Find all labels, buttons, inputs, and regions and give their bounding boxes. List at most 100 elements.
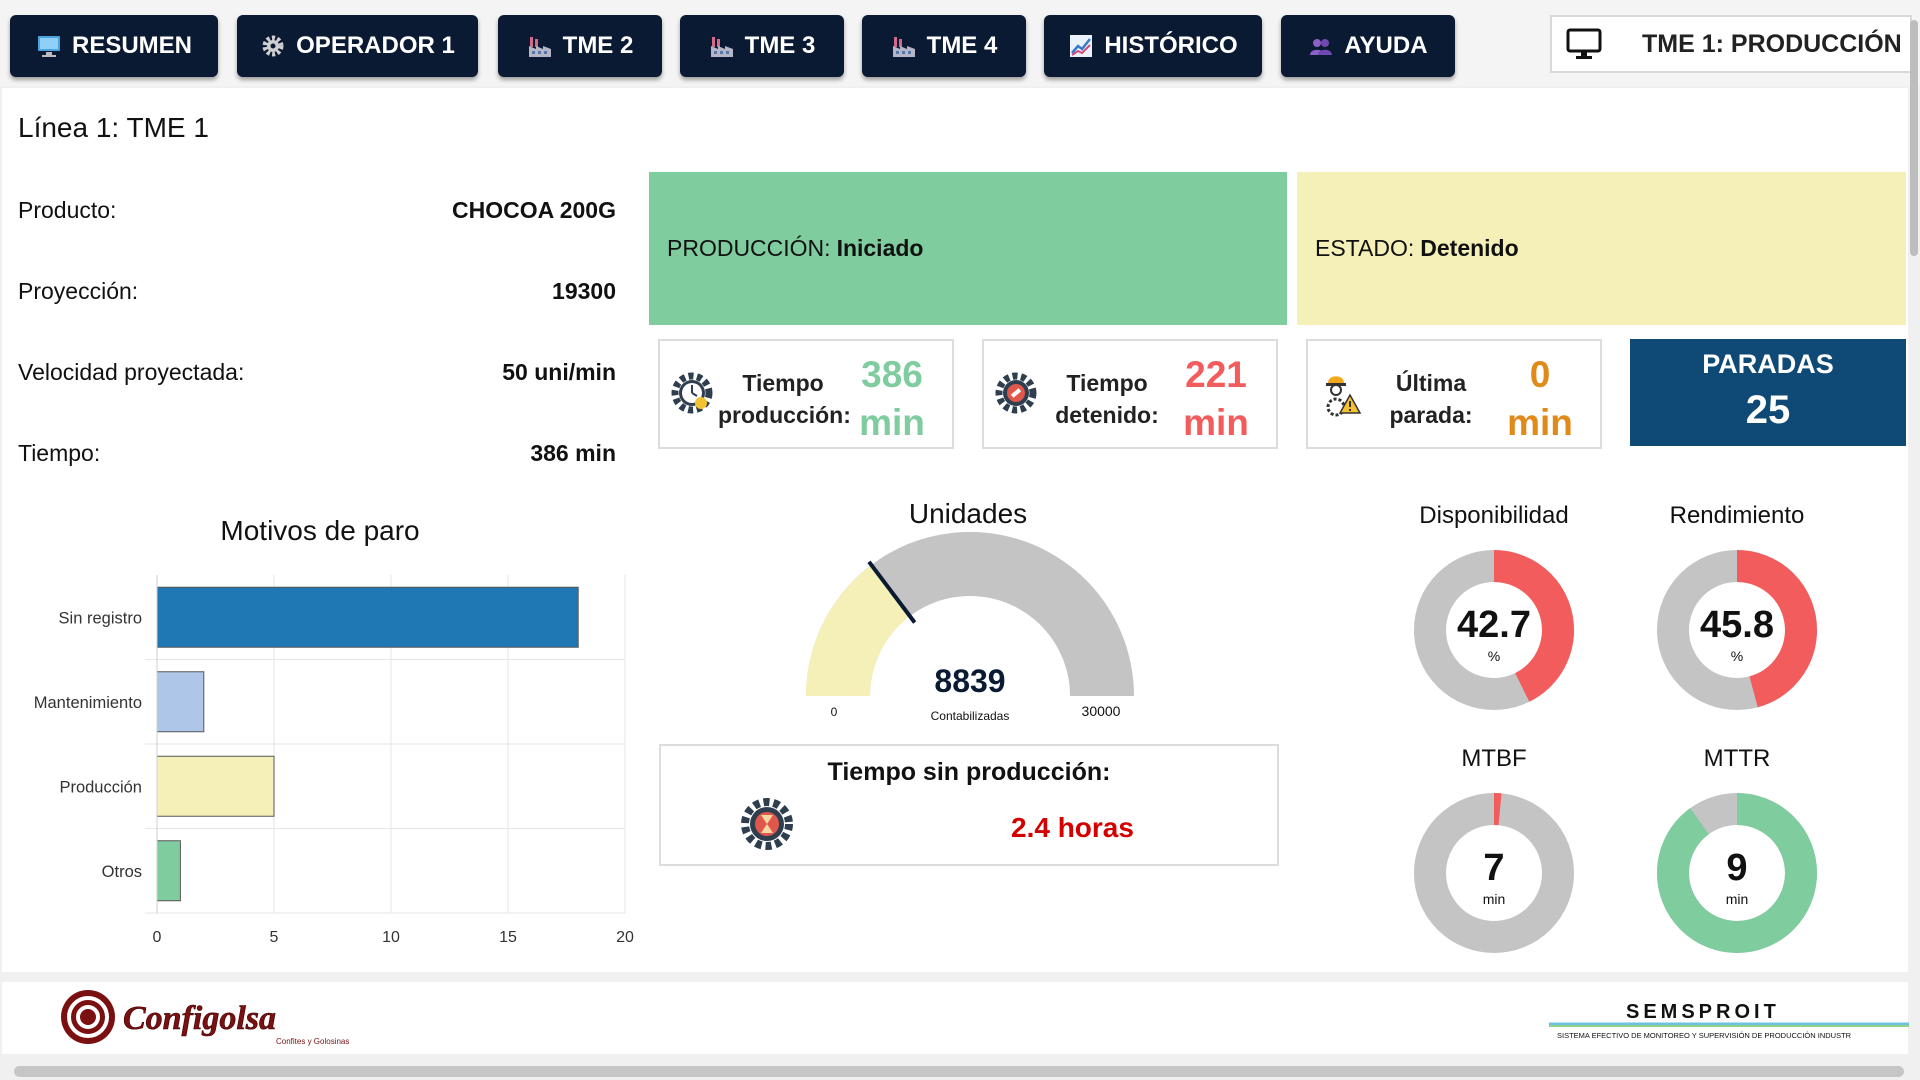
nav-tme3-button[interactable]: TME 3: [680, 15, 844, 77]
top-navigation: RESUMEN OPERADOR 1 TME 2 TME 3 TME 4 HIS…: [0, 0, 1920, 86]
donut-unit: %: [1730, 648, 1744, 664]
kpi-value: 221 min: [1166, 351, 1266, 447]
donut-title: MTBF: [1461, 745, 1527, 772]
semsproit-logo: SEMSPROIT SISTEMA EFECTIVO DE MONITOREO …: [1549, 1001, 1909, 1040]
users-icon: [1310, 39, 1333, 55]
factory-icon: [892, 37, 915, 57]
y-tick-label: Producción: [59, 778, 142, 796]
kpi-label: Tiempo detenido:: [1055, 370, 1159, 428]
donut-title: Disponibilidad: [1419, 502, 1569, 529]
nav-button-label: HISTÓRICO: [1104, 32, 1238, 59]
bar: [156, 840, 181, 902]
bar: [156, 671, 205, 733]
nav-tme2-button[interactable]: TME 2: [498, 15, 662, 77]
factory-icon: [710, 37, 733, 57]
x-tick-label: 0: [153, 929, 162, 946]
tiempo-sin-produccion-label: Tiempo sin producción:: [827, 758, 1111, 786]
screen-title: TME 1: PRODUCCIÓN: [1550, 15, 1912, 73]
x-tick-label: 5: [270, 929, 279, 946]
gear-stop-icon: [995, 372, 1037, 414]
info-label: Velocidad proyectada:: [18, 359, 245, 385]
nav-button-label: OPERADOR 1: [296, 32, 455, 59]
gauge-needle: [867, 560, 917, 624]
x-tick-label: 20: [616, 929, 634, 946]
info-value: 50 uni/min: [502, 359, 616, 385]
configolsa-logo-subtext: Confites y Golosinas: [276, 1037, 349, 1046]
gauge-max-label: 30000: [1082, 703, 1121, 719]
kpi-value-number: 221: [1185, 354, 1247, 395]
bar: [156, 755, 275, 817]
info-label: Producto:: [18, 197, 117, 223]
stop-reasons-bar-chart: 0 5 10 15 20 Sin registro Mantenimiento Producc…: [34, 575, 634, 946]
units-gauge: 8839 Contabilizadas 0 30000: [806, 532, 1134, 723]
kpi-donut-charts: [1414, 550, 1817, 953]
footer: Configolsa Confites y Golosinas SEMSPROI…: [2, 982, 1909, 1054]
nav-ayuda-button[interactable]: AYUDA: [1281, 15, 1455, 77]
donut-unit: min: [1725, 891, 1749, 907]
info-row-velocidad: Velocidad proyectada: 50 uni/min: [18, 359, 616, 386]
donut-value: 45.8: [1700, 604, 1774, 646]
donut-value: 9: [1726, 847, 1748, 889]
factory-icon: [528, 37, 551, 57]
worker-warning-icon: [1326, 376, 1362, 417]
gear-clock-icon: [671, 372, 713, 414]
donut-title: Rendimiento: [1669, 502, 1805, 529]
production-status-box: PRODUCCIÓN: Iniciado: [649, 172, 1287, 325]
paradas-label: PARADAS: [1702, 349, 1834, 379]
vertical-scrollbar[interactable]: [1910, 20, 1918, 256]
gauge-track: [806, 532, 1134, 696]
configolsa-logo-text: Configolsa: [123, 1000, 276, 1037]
nav-tme4-button[interactable]: TME 4: [862, 15, 1026, 77]
monitor-icon: [37, 36, 60, 57]
x-tick-label: 15: [499, 929, 517, 946]
screen-title-text: TME 1: PRODUCCIÓN: [1642, 29, 1902, 58]
nav-button-label: AYUDA: [1344, 32, 1428, 59]
kpi-label: Tiempo producción:: [718, 370, 851, 428]
gear-icon: [262, 35, 284, 57]
donut-unit: min: [1482, 891, 1506, 907]
info-row-proyeccion: Proyección: 19300: [18, 278, 616, 305]
y-tick-label: Sin registro: [59, 609, 142, 627]
donut-value: 42.7: [1457, 604, 1531, 646]
kpi-tiempo-detenido: Tiempo detenido: 221 min: [982, 339, 1278, 449]
nav-operador-button[interactable]: OPERADOR 1: [237, 15, 478, 77]
donut-unit: %: [1487, 648, 1501, 664]
donut-fill: [1414, 793, 1574, 953]
gauge-min-label: 0: [831, 705, 838, 719]
kpi-value-number: 0: [1529, 354, 1551, 395]
info-row-tiempo: Tiempo: 386 min: [18, 440, 616, 467]
production-status-value: Iniciado: [836, 235, 924, 261]
chart-title: Motivos de paro: [220, 515, 420, 546]
paradas-value: 25: [1745, 388, 1791, 432]
horizontal-scrollbar[interactable]: [14, 1066, 1904, 1077]
info-label: Tiempo:: [18, 440, 101, 466]
x-tick-label: 10: [382, 929, 400, 946]
y-tick-label: Otros: [102, 863, 142, 881]
machine-state-label: ESTADO:: [1315, 235, 1415, 261]
nav-resumen-button[interactable]: RESUMEN: [10, 15, 218, 77]
production-status-label: PRODUCCIÓN:: [667, 235, 831, 261]
donut-fill: [1657, 793, 1817, 953]
info-value: 19300: [552, 278, 616, 304]
kpi-value-number: 386: [861, 354, 923, 395]
bar: [156, 586, 579, 648]
monitor-icon: [1566, 28, 1602, 59]
info-row-producto: Producto: CHOCOA 200G: [18, 197, 616, 224]
line-title: Línea 1: TME 1: [18, 112, 209, 143]
kpi-value: 0 min: [1490, 351, 1590, 447]
tiempo-sin-produccion-card: Tiempo sin producción: 2.4 horas: [659, 744, 1279, 866]
machine-state-box: ESTADO: Detenido: [1297, 172, 1906, 325]
kpi-ultima-parada: Última parada: 0 min: [1306, 339, 1602, 449]
semsproit-logo-subtext: SISTEMA EFECTIVO DE MONITOREO Y SUPERVIS…: [1557, 1031, 1852, 1040]
nav-button-label: TME 2: [562, 32, 634, 59]
nav-button-label: TME 4: [926, 32, 998, 59]
info-value: 386 min: [530, 440, 616, 466]
trend-chart-icon: [1070, 35, 1093, 57]
machine-state-value: Detenido: [1420, 235, 1519, 261]
configolsa-logo: Configolsa Confites y Golosinas: [61, 990, 349, 1046]
kpi-value: 386 min: [842, 351, 942, 447]
donut-value: 7: [1483, 847, 1505, 889]
gauge-caption: Contabilizadas: [931, 709, 1010, 723]
gauge-value: 8839: [934, 663, 1005, 699]
nav-historico-button[interactable]: HISTÓRICO: [1044, 15, 1262, 77]
